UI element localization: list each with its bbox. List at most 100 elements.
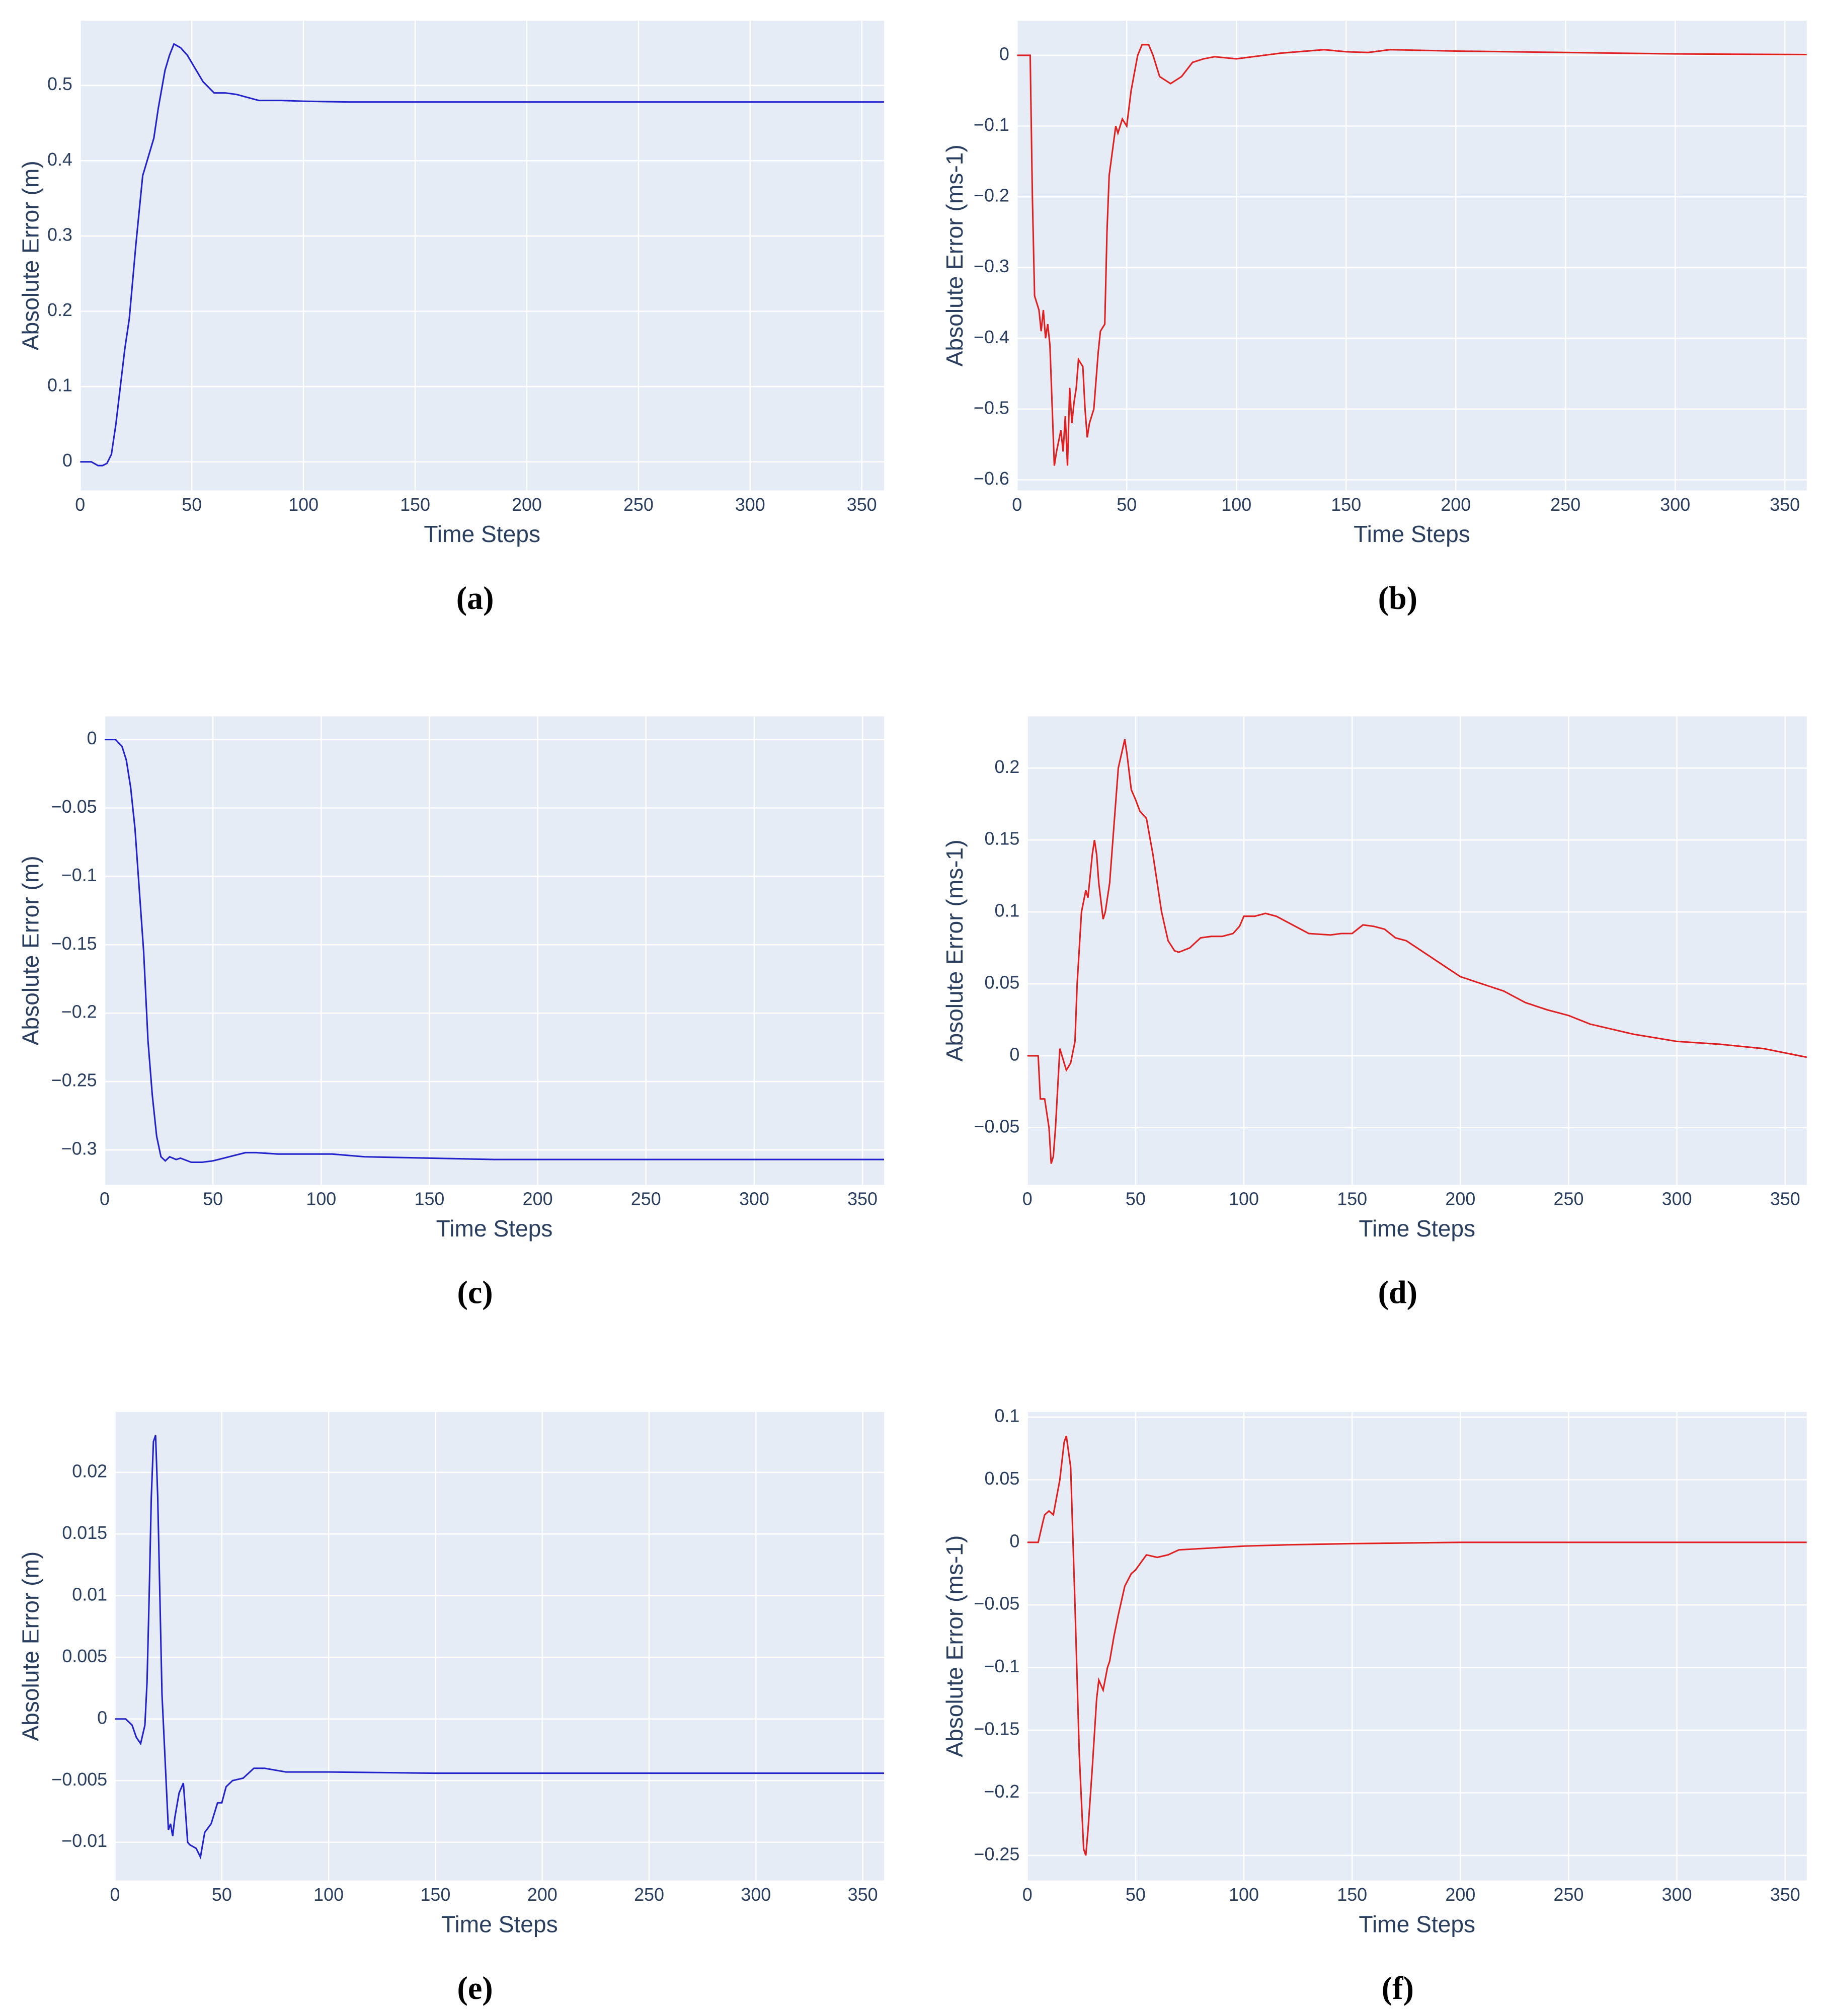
x-tick-label: 350: [1770, 495, 1800, 515]
x-tick-label: 350: [847, 495, 877, 515]
x-tick-label: 100: [1229, 1885, 1259, 1905]
subplot-label: (a): [456, 580, 494, 616]
x-tick-label: 0: [1022, 1885, 1033, 1905]
y-tick-label: −0.1: [61, 865, 97, 885]
data-line: [115, 1435, 885, 1860]
plot-area: [1027, 716, 1807, 1185]
x-tick-label: 0: [100, 1189, 110, 1209]
x-tick-label: 100: [306, 1189, 336, 1209]
y-tick-label: −0.2: [984, 1781, 1020, 1802]
y-tick-label: −0.5: [974, 398, 1009, 418]
data-line: [1027, 1435, 1807, 1856]
y-tick-label: 0.15: [985, 829, 1020, 849]
y-tick-label: 0.005: [62, 1646, 107, 1666]
y-tick-label: 0.5: [47, 74, 72, 94]
x-tick-label: 50: [212, 1885, 232, 1905]
x-tick-label: 0: [110, 1885, 120, 1905]
x-tick-label: 350: [847, 1189, 878, 1209]
data-line: [105, 739, 885, 1164]
x-tick-label: 100: [1229, 1189, 1259, 1209]
y-tick-label: −0.05: [974, 1116, 1020, 1136]
y-tick-label: −0.25: [974, 1844, 1020, 1864]
y-axis-title: Absolute Error (m): [18, 856, 44, 1045]
x-tick-label: 250: [1554, 1885, 1584, 1905]
plot-area: [80, 21, 885, 491]
plot-area: [115, 1412, 885, 1881]
y-tick-label: 0.1: [994, 1406, 1019, 1426]
y-tick-label: 0.2: [994, 757, 1019, 777]
plot-area: [1027, 1412, 1807, 1881]
y-tick-label: 0.4: [47, 149, 72, 170]
data-line: [80, 43, 885, 467]
x-tick-label: 50: [203, 1189, 223, 1209]
y-tick-label: 0: [999, 44, 1009, 64]
y-tick-label: −0.01: [61, 1831, 107, 1851]
y-tick-label: −0.2: [974, 186, 1009, 206]
x-tick-label: 50: [1126, 1189, 1146, 1209]
y-tick-label: −0.2: [61, 1002, 97, 1022]
y-tick-label: 0.05: [985, 1468, 1020, 1489]
x-tick-label: 250: [631, 1189, 661, 1209]
x-tick-label: 0: [1022, 1189, 1033, 1209]
x-tick-label: 300: [1662, 1885, 1692, 1905]
x-tick-label: 150: [400, 495, 430, 515]
x-axis-title: Time Steps: [1359, 1911, 1475, 1937]
y-tick-label: 0: [87, 728, 97, 748]
y-tick-label: 0: [97, 1708, 107, 1728]
y-tick-label: −0.005: [51, 1769, 107, 1790]
y-tick-label: 0.1: [994, 901, 1019, 921]
x-tick-label: 150: [1331, 495, 1361, 515]
x-axis-title: Time Steps: [1359, 1215, 1475, 1242]
x-tick-label: 300: [739, 1189, 769, 1209]
x-tick-label: 100: [313, 1885, 344, 1905]
x-axis-title: Time Steps: [424, 521, 540, 547]
y-tick-label: 0.015: [62, 1523, 107, 1543]
x-tick-label: 50: [1126, 1885, 1146, 1905]
x-tick-label: 150: [1337, 1189, 1367, 1209]
x-tick-label: 0: [75, 495, 85, 515]
x-tick-label: 350: [1770, 1189, 1800, 1209]
y-tick-label: 0.1: [47, 375, 72, 396]
y-tick-label: 0.01: [72, 1584, 107, 1604]
subplot-label: (b): [1378, 580, 1417, 616]
data-line: [1017, 44, 1807, 466]
y-tick-label: 0: [1009, 1044, 1019, 1064]
x-axis-title: Time Steps: [436, 1215, 553, 1242]
y-tick-label: −0.3: [974, 256, 1009, 276]
y-axis-title: Absolute Error (m): [18, 161, 44, 350]
plot-area: [1017, 21, 1807, 491]
x-axis-title: Time Steps: [1354, 521, 1470, 547]
x-tick-label: 350: [1770, 1885, 1800, 1905]
x-tick-label: 100: [1221, 495, 1251, 515]
x-tick-label: 150: [1337, 1885, 1367, 1905]
y-tick-label: −0.05: [974, 1594, 1020, 1614]
x-tick-label: 300: [1660, 495, 1690, 515]
y-axis-title: Absolute Error (ms-1): [941, 144, 968, 366]
y-tick-label: 0.05: [985, 973, 1020, 993]
x-tick-label: 250: [634, 1885, 664, 1905]
y-tick-label: 0.3: [47, 224, 72, 245]
x-tick-label: 350: [848, 1885, 878, 1905]
y-tick-label: −0.6: [974, 469, 1009, 489]
x-tick-label: 150: [420, 1885, 450, 1905]
x-tick-label: 250: [623, 495, 654, 515]
x-axis-title: Time Steps: [441, 1911, 558, 1937]
x-tick-label: 250: [1550, 495, 1580, 515]
y-tick-label: −0.15: [51, 934, 97, 954]
subplot-label: (c): [457, 1275, 493, 1310]
y-tick-label: 0.02: [72, 1461, 107, 1481]
data-line: [1027, 739, 1807, 1164]
y-tick-label: −0.1: [974, 115, 1009, 135]
x-tick-label: 200: [1445, 1189, 1475, 1209]
x-tick-label: 200: [523, 1189, 553, 1209]
x-tick-label: 100: [288, 495, 319, 515]
y-tick-label: 0.2: [47, 300, 72, 320]
x-tick-label: 300: [1662, 1189, 1692, 1209]
y-tick-label: −0.1: [984, 1656, 1020, 1676]
x-tick-label: 300: [735, 495, 765, 515]
y-axis-title: Absolute Error (ms-1): [941, 839, 968, 1061]
y-tick-label: −0.4: [974, 327, 1009, 347]
y-tick-label: −0.15: [974, 1719, 1020, 1739]
y-tick-label: 0: [62, 450, 72, 471]
